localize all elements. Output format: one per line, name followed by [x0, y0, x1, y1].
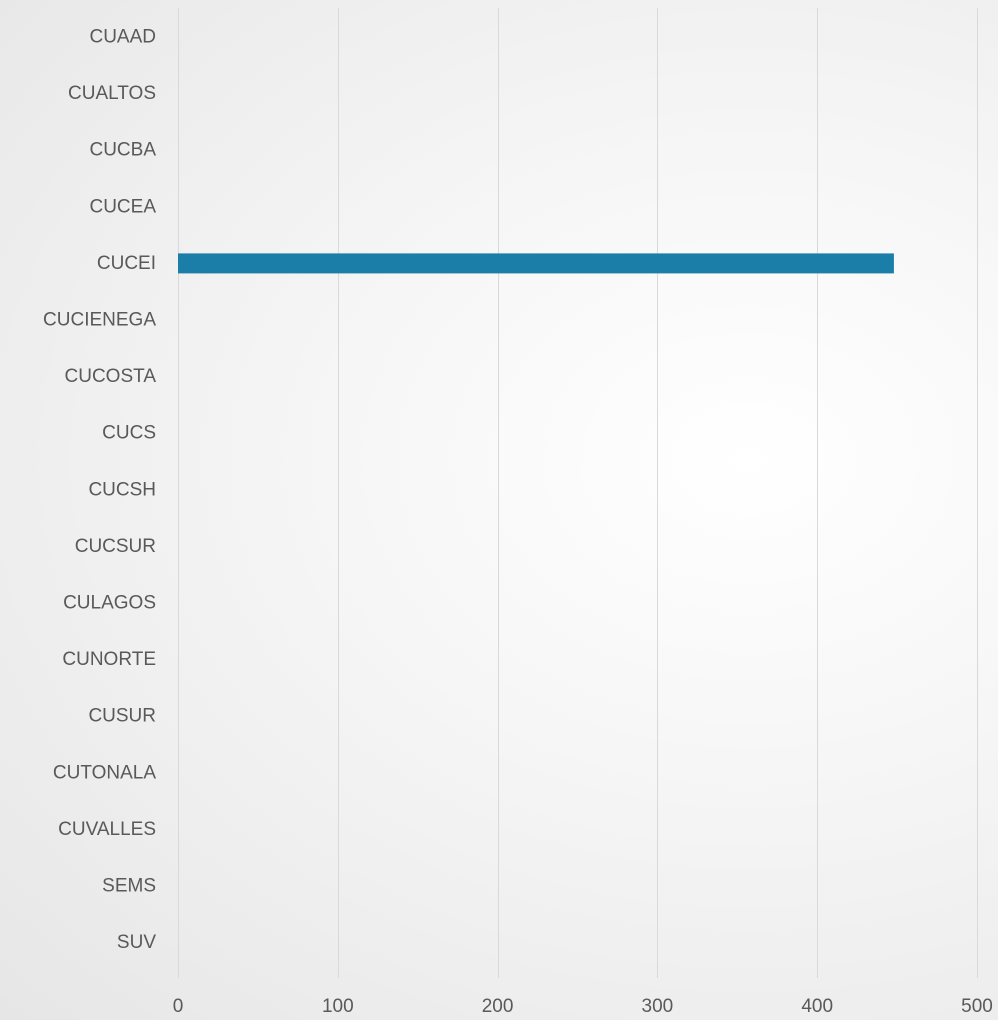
- category-label-cuvalles: CUVALLES: [58, 819, 156, 840]
- x-tick-label: 100: [322, 996, 354, 1017]
- category-label-cucba: CUCBA: [89, 140, 156, 161]
- x-tick-label: 400: [801, 996, 833, 1017]
- x-tick-labels: 0 100 200 300 400 500: [173, 996, 993, 1017]
- category-label-cucienega: CUCIENEGA: [43, 310, 156, 331]
- category-label-cucei: CUCEI: [97, 253, 156, 274]
- x-tick-label: 300: [642, 996, 674, 1017]
- category-label-cucosta: CUCOSTA: [65, 366, 157, 387]
- category-label-sems: SEMS: [102, 876, 156, 897]
- category-label-culagos: CULAGOS: [63, 593, 156, 614]
- category-labels: CUAAD CUALTOS CUCBA CUCEA CUCEI CUCIENEGA CUCO…: [43, 27, 156, 954]
- gridlines: [178, 8, 978, 978]
- x-tick-label: 200: [482, 996, 514, 1017]
- bar-cucei: [178, 253, 894, 274]
- category-label-cucea: CUCEA: [89, 196, 156, 217]
- category-label-cunorte: CUNORTE: [62, 649, 156, 670]
- category-label-cucsh: CUCSH: [88, 479, 156, 500]
- category-label-cualtos: CUALTOS: [68, 83, 156, 104]
- x-tick-label: 0: [173, 996, 184, 1017]
- category-label-cucs: CUCS: [102, 423, 156, 444]
- category-label-cucsur: CUCSUR: [75, 536, 156, 557]
- category-label-cuaad: CUAAD: [89, 27, 156, 48]
- category-label-cusur: CUSUR: [88, 706, 156, 727]
- x-tick-label: 500: [961, 996, 993, 1017]
- bars: [178, 253, 894, 274]
- category-label-cutonala: CUTONALA: [53, 762, 156, 783]
- category-label-suv: SUV: [117, 932, 156, 953]
